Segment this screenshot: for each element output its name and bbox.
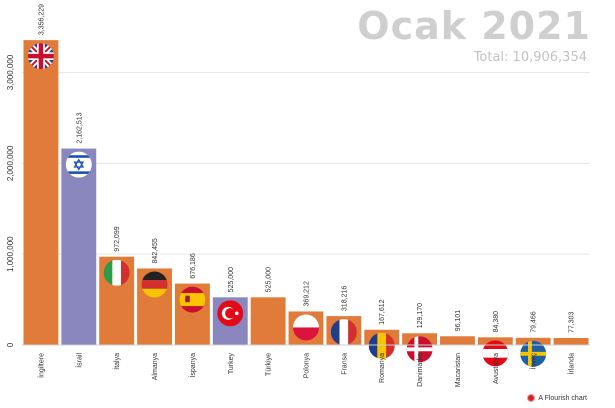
- romania-flag-icon: [368, 332, 395, 359]
- x-tick-label: İrlanda: [567, 353, 576, 375]
- x-tick-label: Romanya: [379, 353, 386, 383]
- data-label: 842,455: [152, 238, 159, 263]
- data-label: 167,612: [379, 299, 386, 324]
- bar: [61, 148, 97, 345]
- bar: [553, 337, 589, 345]
- x-tick-label: Turkey: [228, 353, 235, 375]
- data-label: 318,216: [341, 286, 348, 311]
- bar: [250, 297, 286, 345]
- data-label: 79,466: [531, 311, 538, 333]
- data-label: 77,303: [569, 311, 576, 333]
- x-tick-label: İsrail: [74, 353, 83, 368]
- x-tick-label: Macaristan: [455, 353, 462, 387]
- france-flag-icon: [330, 319, 357, 346]
- x-tick-label: İngiltere: [36, 353, 45, 378]
- x-tick-label: Fransa: [341, 353, 348, 375]
- data-label: 525,000: [266, 267, 273, 292]
- data-label: 972,099: [114, 226, 121, 251]
- x-tick-label: Polonya: [304, 353, 311, 378]
- data-label: 84,380: [493, 311, 500, 333]
- y-tick-label: 1,000,000: [6, 236, 15, 272]
- data-label: 129,170: [417, 303, 424, 328]
- spain-flag-icon: [179, 286, 206, 313]
- chart-title: Ocak 2021: [357, 4, 591, 48]
- data-label: 2,162,513: [76, 112, 83, 143]
- bar: [440, 336, 475, 345]
- bar: [23, 40, 59, 346]
- denmark-flag-icon: [406, 336, 433, 363]
- data-label: 525,000: [228, 267, 235, 292]
- germany-flag-icon: [141, 271, 168, 298]
- poland-flag-icon: [293, 314, 319, 341]
- chart-total: Total: 10,906,354: [473, 50, 587, 65]
- x-tick-label: Avusturya: [493, 353, 500, 384]
- data-label: 676,186: [190, 253, 197, 278]
- x-tick-label: Danimarka: [417, 353, 424, 387]
- y-tick-label: 3,000,000: [6, 54, 15, 90]
- data-label: 369,212: [304, 281, 311, 306]
- x-tick-label: İtalya: [112, 353, 121, 370]
- x-tick-label: İspanya: [188, 353, 197, 378]
- y-tick-label: 2,000,000: [6, 145, 15, 181]
- y-tick-label: 0: [6, 342, 15, 347]
- flourish-logo-icon: [527, 394, 536, 402]
- x-tick-label: Almanya: [152, 353, 159, 380]
- x-tick-label: Türkiye: [266, 353, 273, 376]
- flourish-credit-label: A Flourish chart: [538, 394, 587, 402]
- flourish-credit[interactable]: A Flourish chart: [527, 394, 587, 402]
- israel-flag-icon: [65, 151, 92, 178]
- italy-flag-icon: [103, 259, 130, 286]
- data-label: 3,356,229: [38, 4, 45, 35]
- x-tick-label: İsveç: [529, 353, 538, 370]
- data-label: 96,101: [455, 310, 462, 332]
- uk-flag-icon: [27, 43, 54, 70]
- turkey-flag-icon: [217, 300, 244, 327]
